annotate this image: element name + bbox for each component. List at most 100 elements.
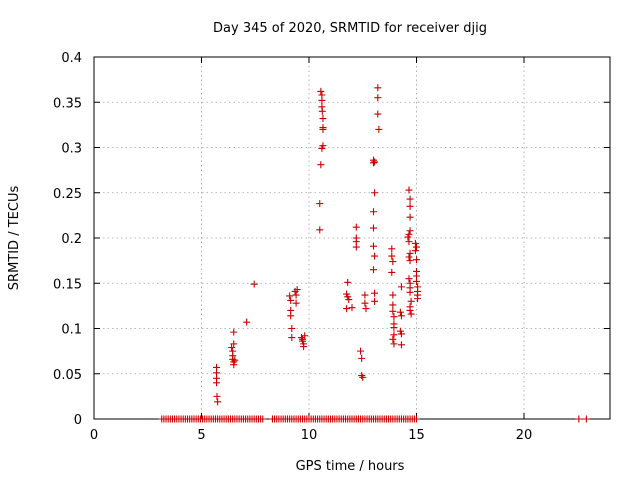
chart-title: Day 345 of 2020, SRMTID for receiver dji… bbox=[213, 21, 487, 36]
data-point bbox=[405, 186, 413, 194]
data-point bbox=[316, 226, 324, 234]
y-tick-label: 0 bbox=[74, 413, 82, 428]
y-tick-label: 0.35 bbox=[53, 96, 82, 111]
data-point bbox=[405, 238, 413, 246]
data-point bbox=[411, 239, 419, 247]
x-axis-label: GPS time / hours bbox=[296, 459, 405, 474]
data-point bbox=[318, 144, 326, 152]
data-point bbox=[388, 252, 396, 260]
x-tick-label: 5 bbox=[197, 428, 205, 443]
y-tick-label: 0.15 bbox=[53, 277, 82, 292]
data-point bbox=[318, 107, 326, 115]
data-point bbox=[388, 245, 396, 253]
data-point bbox=[301, 332, 309, 340]
data-point bbox=[407, 310, 415, 318]
data-point bbox=[414, 295, 422, 303]
data-point bbox=[370, 224, 377, 232]
data-point bbox=[389, 291, 397, 299]
data-point bbox=[345, 296, 353, 304]
data-point bbox=[375, 125, 383, 133]
data-point bbox=[319, 115, 327, 123]
data-point bbox=[228, 344, 236, 352]
data-point bbox=[370, 159, 377, 167]
data-point bbox=[413, 277, 420, 285]
data-point bbox=[370, 208, 377, 216]
data-point bbox=[361, 291, 369, 299]
data-point bbox=[359, 373, 367, 381]
data-point bbox=[405, 253, 413, 261]
grid-lines bbox=[94, 57, 610, 419]
data-point bbox=[318, 96, 326, 104]
y-tick-label: 0.2 bbox=[61, 232, 82, 247]
data-point bbox=[358, 354, 366, 362]
x-axis-tick-labels: 0 5 10 15 20 bbox=[90, 428, 532, 443]
data-point bbox=[575, 415, 583, 423]
data-point bbox=[389, 307, 397, 315]
data-point bbox=[292, 291, 300, 299]
data-point bbox=[413, 256, 420, 264]
data-point bbox=[286, 292, 294, 300]
data-point bbox=[406, 249, 414, 257]
data-point bbox=[250, 280, 258, 288]
data-point bbox=[582, 415, 590, 423]
data-point bbox=[352, 223, 360, 231]
data-point bbox=[371, 289, 379, 297]
data-point bbox=[370, 266, 377, 274]
y-axis-tick-labels: 0 0.05 0.1 0.15 0.2 0.25 0.3 0.35 0.4 bbox=[53, 51, 82, 428]
data-point bbox=[406, 202, 414, 210]
data-point bbox=[348, 304, 356, 312]
data-point bbox=[357, 347, 365, 355]
data-points bbox=[158, 84, 590, 423]
data-point bbox=[230, 340, 238, 348]
data-point bbox=[288, 325, 296, 332]
data-point bbox=[370, 242, 377, 250]
data-point bbox=[292, 299, 300, 307]
y-tick-label: 0.25 bbox=[53, 187, 82, 202]
data-point bbox=[374, 94, 382, 102]
data-point bbox=[344, 278, 352, 286]
data-point bbox=[406, 227, 414, 235]
data-point bbox=[243, 318, 251, 326]
data-point bbox=[371, 189, 379, 197]
data-point bbox=[352, 243, 360, 251]
data-point bbox=[390, 331, 398, 339]
data-point bbox=[388, 268, 396, 276]
data-point bbox=[230, 361, 238, 369]
data-point bbox=[371, 158, 379, 166]
data-point bbox=[406, 213, 414, 221]
data-point bbox=[300, 343, 308, 351]
data-point bbox=[413, 243, 420, 251]
y-tick-label: 0.3 bbox=[61, 142, 82, 157]
data-point bbox=[390, 340, 398, 348]
data-point bbox=[371, 252, 379, 260]
y-axis-label: SRMTID / TECUs bbox=[7, 186, 22, 291]
data-point bbox=[397, 312, 405, 320]
data-point bbox=[371, 297, 379, 305]
x-tick-label: 15 bbox=[408, 428, 425, 443]
data-point bbox=[404, 233, 412, 241]
data-point bbox=[297, 334, 305, 342]
data-point bbox=[389, 335, 397, 343]
x-tick-label: 0 bbox=[90, 428, 98, 443]
data-point bbox=[362, 305, 370, 313]
y-tick-label: 0.1 bbox=[61, 323, 82, 338]
y-tick-label: 0.4 bbox=[61, 51, 82, 66]
data-point bbox=[319, 125, 327, 133]
data-point bbox=[358, 372, 366, 380]
data-point bbox=[397, 330, 405, 338]
data-point bbox=[213, 392, 221, 400]
data-point bbox=[406, 257, 414, 265]
data-point bbox=[231, 356, 239, 364]
data-point bbox=[259, 415, 267, 423]
data-point bbox=[411, 247, 419, 255]
data-point bbox=[230, 328, 238, 336]
data-point bbox=[406, 288, 414, 296]
data-point bbox=[213, 379, 221, 387]
data-point bbox=[390, 324, 398, 332]
data-point bbox=[390, 313, 398, 321]
x-tick-label: 10 bbox=[301, 428, 318, 443]
data-point bbox=[406, 195, 414, 203]
data-point bbox=[389, 258, 397, 266]
data-point bbox=[317, 87, 325, 95]
